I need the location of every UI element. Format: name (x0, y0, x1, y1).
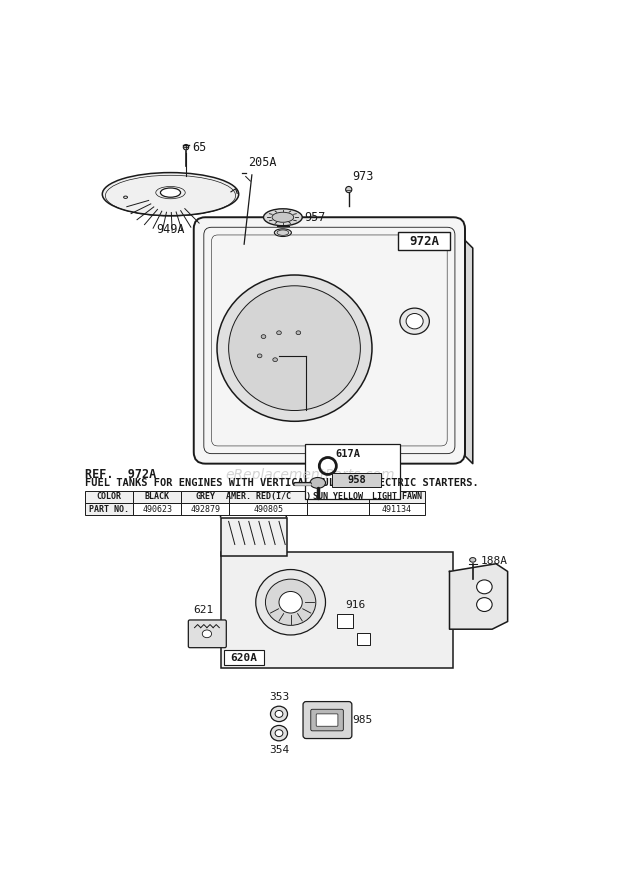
Ellipse shape (202, 630, 211, 638)
Polygon shape (450, 564, 508, 629)
Ellipse shape (275, 710, 283, 717)
Bar (356, 633, 371, 644)
Text: eReplacementParts.com: eReplacementParts.com (225, 467, 395, 481)
Ellipse shape (296, 331, 301, 334)
Bar (182, 491, 229, 502)
Ellipse shape (270, 706, 288, 722)
Ellipse shape (400, 308, 429, 334)
Text: LIGHT FAWN: LIGHT FAWN (372, 492, 422, 502)
FancyBboxPatch shape (332, 473, 381, 487)
FancyBboxPatch shape (399, 231, 450, 250)
Ellipse shape (123, 196, 128, 198)
Ellipse shape (277, 331, 281, 334)
Text: REF.  972A: REF. 972A (86, 467, 156, 480)
FancyBboxPatch shape (311, 709, 343, 730)
Ellipse shape (310, 478, 326, 488)
Text: 617A: 617A (335, 449, 361, 458)
FancyBboxPatch shape (224, 650, 264, 665)
Text: 957: 957 (304, 210, 326, 224)
Bar (182, 502, 229, 515)
Bar (369, 491, 425, 502)
Text: 985: 985 (353, 715, 373, 725)
Text: 354: 354 (269, 744, 289, 755)
Bar (307, 502, 369, 515)
Ellipse shape (161, 188, 180, 197)
Text: 65: 65 (192, 141, 206, 154)
Ellipse shape (102, 172, 239, 216)
Ellipse shape (261, 334, 266, 339)
Text: FUEL TANKS FOR ENGINES WITH VERTICAL PULL OR ELECTRIC STARTERS.: FUEL TANKS FOR ENGINES WITH VERTICAL PUL… (86, 479, 479, 488)
FancyBboxPatch shape (221, 517, 286, 556)
Bar (133, 491, 182, 502)
Ellipse shape (265, 579, 316, 626)
Text: BLACK: BLACK (145, 492, 170, 502)
Text: 491134: 491134 (382, 504, 412, 514)
Ellipse shape (275, 730, 283, 737)
Ellipse shape (406, 313, 423, 329)
Text: 621: 621 (193, 605, 214, 615)
Text: GREY: GREY (195, 492, 215, 502)
Bar (307, 491, 369, 502)
Text: PART NO.: PART NO. (89, 504, 130, 514)
Bar (229, 502, 307, 515)
Ellipse shape (346, 187, 352, 193)
Bar (86, 491, 133, 502)
Text: COLOR: COLOR (97, 492, 122, 502)
FancyBboxPatch shape (188, 620, 226, 648)
Ellipse shape (275, 229, 291, 237)
FancyBboxPatch shape (303, 701, 352, 738)
Text: 916: 916 (345, 599, 365, 610)
Text: 973: 973 (353, 170, 374, 182)
Text: 188A: 188A (480, 556, 508, 567)
Text: 490805: 490805 (253, 504, 283, 514)
Ellipse shape (264, 209, 303, 225)
Ellipse shape (255, 569, 326, 635)
FancyBboxPatch shape (221, 553, 453, 668)
Ellipse shape (257, 354, 262, 358)
Text: 620A: 620A (231, 653, 258, 663)
Bar (337, 614, 353, 627)
Text: 490623: 490623 (143, 504, 172, 514)
Ellipse shape (270, 725, 288, 741)
Ellipse shape (273, 358, 278, 362)
Ellipse shape (470, 558, 476, 562)
Ellipse shape (279, 591, 303, 613)
Bar (133, 502, 182, 515)
Bar (369, 502, 425, 515)
Text: 949A: 949A (156, 224, 185, 237)
Ellipse shape (477, 580, 492, 594)
Text: 958: 958 (347, 475, 366, 485)
Ellipse shape (217, 275, 372, 422)
Text: 492879: 492879 (190, 504, 220, 514)
Text: AMER. RED(I/C   ): AMER. RED(I/C ) (226, 492, 311, 502)
FancyBboxPatch shape (193, 217, 465, 464)
Bar (229, 491, 307, 502)
Ellipse shape (184, 144, 188, 150)
Text: SUN YELLOW: SUN YELLOW (313, 492, 363, 502)
Bar (86, 502, 133, 515)
FancyBboxPatch shape (306, 444, 400, 499)
Text: 205A: 205A (248, 156, 277, 169)
Polygon shape (465, 240, 472, 464)
FancyBboxPatch shape (316, 714, 338, 726)
Ellipse shape (229, 286, 360, 410)
Ellipse shape (277, 230, 289, 235)
Text: 353: 353 (269, 693, 289, 702)
Ellipse shape (272, 212, 294, 223)
Text: 972A: 972A (410, 235, 440, 247)
Ellipse shape (477, 598, 492, 612)
